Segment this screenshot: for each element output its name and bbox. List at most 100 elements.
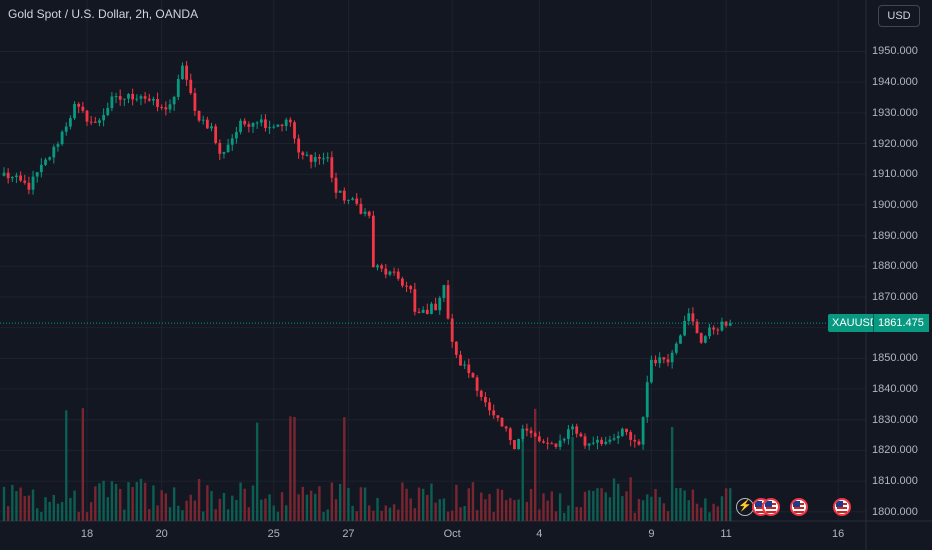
candle[interactable] xyxy=(77,103,81,107)
candle[interactable] xyxy=(330,157,334,178)
candle[interactable] xyxy=(235,132,238,139)
currency-button[interactable]: USD xyxy=(878,5,920,27)
candle[interactable] xyxy=(268,127,271,129)
candle[interactable] xyxy=(363,211,367,214)
candle[interactable] xyxy=(413,289,417,312)
candle[interactable] xyxy=(73,103,76,119)
candle[interactable] xyxy=(496,415,500,418)
candle[interactable] xyxy=(359,203,363,214)
candle[interactable] xyxy=(276,124,280,127)
candle[interactable] xyxy=(467,364,471,374)
candle[interactable] xyxy=(392,271,396,273)
candle[interactable] xyxy=(98,120,101,123)
candle[interactable] xyxy=(160,107,164,109)
us-flag-icon[interactable] xyxy=(762,498,780,516)
candle[interactable] xyxy=(517,439,520,450)
candle[interactable] xyxy=(637,441,641,445)
candle[interactable] xyxy=(529,430,533,434)
candle[interactable] xyxy=(525,428,529,431)
candle[interactable] xyxy=(168,104,172,110)
candle[interactable] xyxy=(616,435,620,439)
candle[interactable] xyxy=(434,303,437,311)
candle[interactable] xyxy=(347,199,350,201)
candle[interactable] xyxy=(89,121,93,123)
candle[interactable] xyxy=(164,107,168,110)
candle[interactable] xyxy=(633,439,637,442)
candle[interactable] xyxy=(508,428,512,441)
candle[interactable] xyxy=(396,271,400,279)
flash-icon[interactable]: ⚡ xyxy=(736,498,754,516)
candle[interactable] xyxy=(405,285,408,287)
candle[interactable] xyxy=(645,382,649,418)
candle[interactable] xyxy=(305,154,309,156)
candle[interactable] xyxy=(716,329,720,331)
candle[interactable] xyxy=(251,122,255,127)
candle[interactable] xyxy=(409,286,413,290)
candle[interactable] xyxy=(537,436,541,442)
candle[interactable] xyxy=(214,126,218,143)
candle[interactable] xyxy=(475,377,479,391)
candle[interactable] xyxy=(322,158,325,160)
candle[interactable] xyxy=(571,426,574,430)
candle[interactable] xyxy=(297,138,301,153)
candle[interactable] xyxy=(280,124,284,127)
candle[interactable] xyxy=(255,122,259,124)
candle[interactable] xyxy=(342,190,346,201)
candle[interactable] xyxy=(259,119,263,123)
candle[interactable] xyxy=(442,285,446,298)
candle[interactable] xyxy=(504,426,508,429)
candle[interactable] xyxy=(579,433,583,437)
candle[interactable] xyxy=(687,313,691,321)
candle[interactable] xyxy=(10,177,14,179)
candle[interactable] xyxy=(388,271,392,275)
candle[interactable] xyxy=(127,93,130,99)
candle[interactable] xyxy=(243,120,247,125)
candle[interactable] xyxy=(654,359,657,364)
candle[interactable] xyxy=(728,323,732,326)
candle[interactable] xyxy=(64,126,68,132)
candle[interactable] xyxy=(679,335,682,344)
candle[interactable] xyxy=(608,439,612,442)
candle[interactable] xyxy=(226,144,230,153)
candle[interactable] xyxy=(670,352,674,363)
candle[interactable] xyxy=(384,268,388,275)
candle[interactable] xyxy=(31,176,35,190)
candle[interactable] xyxy=(454,341,458,355)
candle[interactable] xyxy=(23,180,27,183)
candle[interactable] xyxy=(201,119,205,121)
candle[interactable] xyxy=(147,98,151,101)
candle[interactable] xyxy=(222,152,226,154)
candle[interactable] xyxy=(712,327,716,330)
candle[interactable] xyxy=(110,96,114,109)
candle[interactable] xyxy=(114,96,118,98)
candle[interactable] xyxy=(102,115,105,121)
candle[interactable] xyxy=(471,373,475,378)
candle[interactable] xyxy=(567,429,570,439)
candle[interactable] xyxy=(542,441,545,443)
candle[interactable] xyxy=(93,121,97,123)
candle[interactable] xyxy=(546,442,550,444)
candle[interactable] xyxy=(459,354,462,366)
candle[interactable] xyxy=(513,440,516,450)
candle[interactable] xyxy=(176,79,180,97)
candle[interactable] xyxy=(355,198,359,204)
candle[interactable] xyxy=(666,359,670,363)
candle[interactable] xyxy=(479,390,483,397)
candle[interactable] xyxy=(367,211,371,216)
candle[interactable] xyxy=(172,96,176,105)
candle[interactable] xyxy=(193,93,197,111)
candle[interactable] xyxy=(658,357,662,364)
candle[interactable] xyxy=(264,119,267,128)
candle[interactable] xyxy=(691,313,695,322)
candle[interactable] xyxy=(620,428,624,436)
candle[interactable] xyxy=(19,175,22,181)
candle[interactable] xyxy=(60,131,64,145)
candle[interactable] xyxy=(35,172,39,177)
candle[interactable] xyxy=(492,410,496,416)
candle[interactable] xyxy=(309,154,313,162)
candle[interactable] xyxy=(683,320,686,336)
candle[interactable] xyxy=(438,297,442,311)
candle[interactable] xyxy=(674,343,678,353)
candle[interactable] xyxy=(695,321,699,334)
candle[interactable] xyxy=(81,106,85,111)
